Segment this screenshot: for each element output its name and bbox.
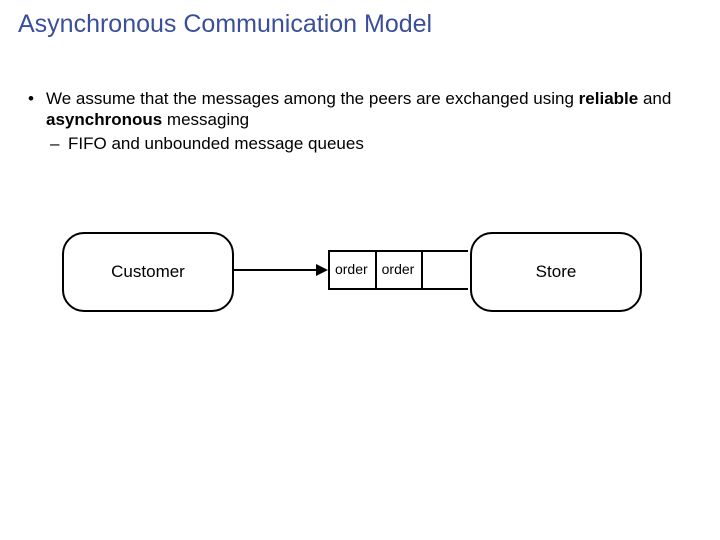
queue-cell-label: order [375,261,422,277]
node-label: Customer [111,262,185,282]
bullet-level1: We assume that the messages among the pe… [28,88,688,131]
bullet-text: FIFO and unbounded message queues [68,134,364,153]
bullet-bold: reliable [579,89,639,108]
bullet-text: We assume that the messages among the pe… [46,89,579,108]
message-queue: orderorder [328,250,468,290]
node-label: Store [536,262,577,282]
bullet-bold: asynchronous [46,110,162,129]
arrow-line [232,269,316,271]
bullet-level2: FIFO and unbounded message queues [28,133,688,154]
bullet-list: We assume that the messages among the pe… [28,88,688,154]
node-store: Store [470,232,642,312]
bullet-text: and [638,89,671,108]
slide: Asynchronous Communication Model We assu… [0,0,720,540]
slide-title: Asynchronous Communication Model [18,10,432,39]
queue-cell-label: order [328,261,375,277]
bullet-text: messaging [162,110,249,129]
arrow-head-icon [316,264,328,276]
node-customer: Customer [62,232,234,312]
queue-rail [328,288,468,290]
queue-rail [328,250,468,252]
queue-divider [421,250,423,290]
